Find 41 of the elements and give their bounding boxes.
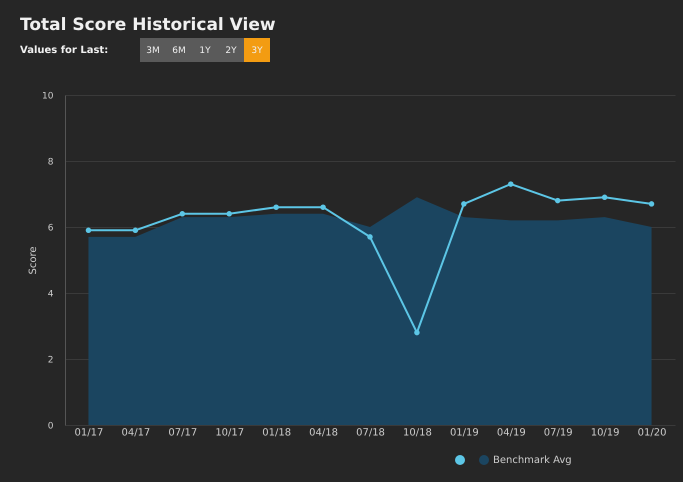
x-tick-label: 07/18 xyxy=(356,428,385,438)
text: 3Y xyxy=(251,46,264,56)
point xyxy=(461,201,467,207)
y-axis-title: Score xyxy=(28,246,40,275)
x-tick-label: 04/17 xyxy=(121,428,150,438)
y-tick-label: 6 xyxy=(48,224,54,234)
point xyxy=(367,234,373,240)
point xyxy=(414,330,420,336)
y-tick-label: 10 xyxy=(42,92,54,102)
point xyxy=(226,211,232,217)
x-tick-label: 10/18 xyxy=(403,428,432,438)
x-tick-label: 04/18 xyxy=(309,428,338,438)
point xyxy=(132,228,138,234)
chart-title: Total Score Historical View xyxy=(20,15,276,35)
text: 3M xyxy=(146,46,160,56)
x-tick-label: 07/17 xyxy=(168,428,198,438)
text: 1Y xyxy=(199,46,212,56)
y-tick-label: 2 xyxy=(48,356,54,366)
point xyxy=(554,198,560,204)
point xyxy=(602,194,608,200)
y-tick-label: 8 xyxy=(48,158,54,168)
text: 6M xyxy=(172,46,186,56)
x-tick-label: 01/20 xyxy=(638,428,666,438)
point xyxy=(648,201,654,207)
chart-subtitle: Values for Last: xyxy=(20,45,108,56)
x-tick-label: 01/18 xyxy=(262,428,292,438)
x-tick-label: 07/19 xyxy=(544,428,573,438)
y-tick-label: 4 xyxy=(48,290,54,300)
point xyxy=(86,228,92,234)
x-tick-label: 01/19 xyxy=(450,428,479,438)
text: 2Y xyxy=(225,46,238,56)
point xyxy=(508,181,514,187)
point xyxy=(180,211,186,217)
x-tick-label: 01/17 xyxy=(74,428,104,438)
y-tick-label: 0 xyxy=(48,422,54,432)
x-tick-label: 04/19 xyxy=(496,428,526,438)
point xyxy=(320,204,326,210)
point xyxy=(273,204,279,210)
x-tick-label: 10/17 xyxy=(215,428,244,438)
legend-label: Benchmark Avg xyxy=(493,455,572,466)
x-tick-label: 10/19 xyxy=(590,428,620,438)
